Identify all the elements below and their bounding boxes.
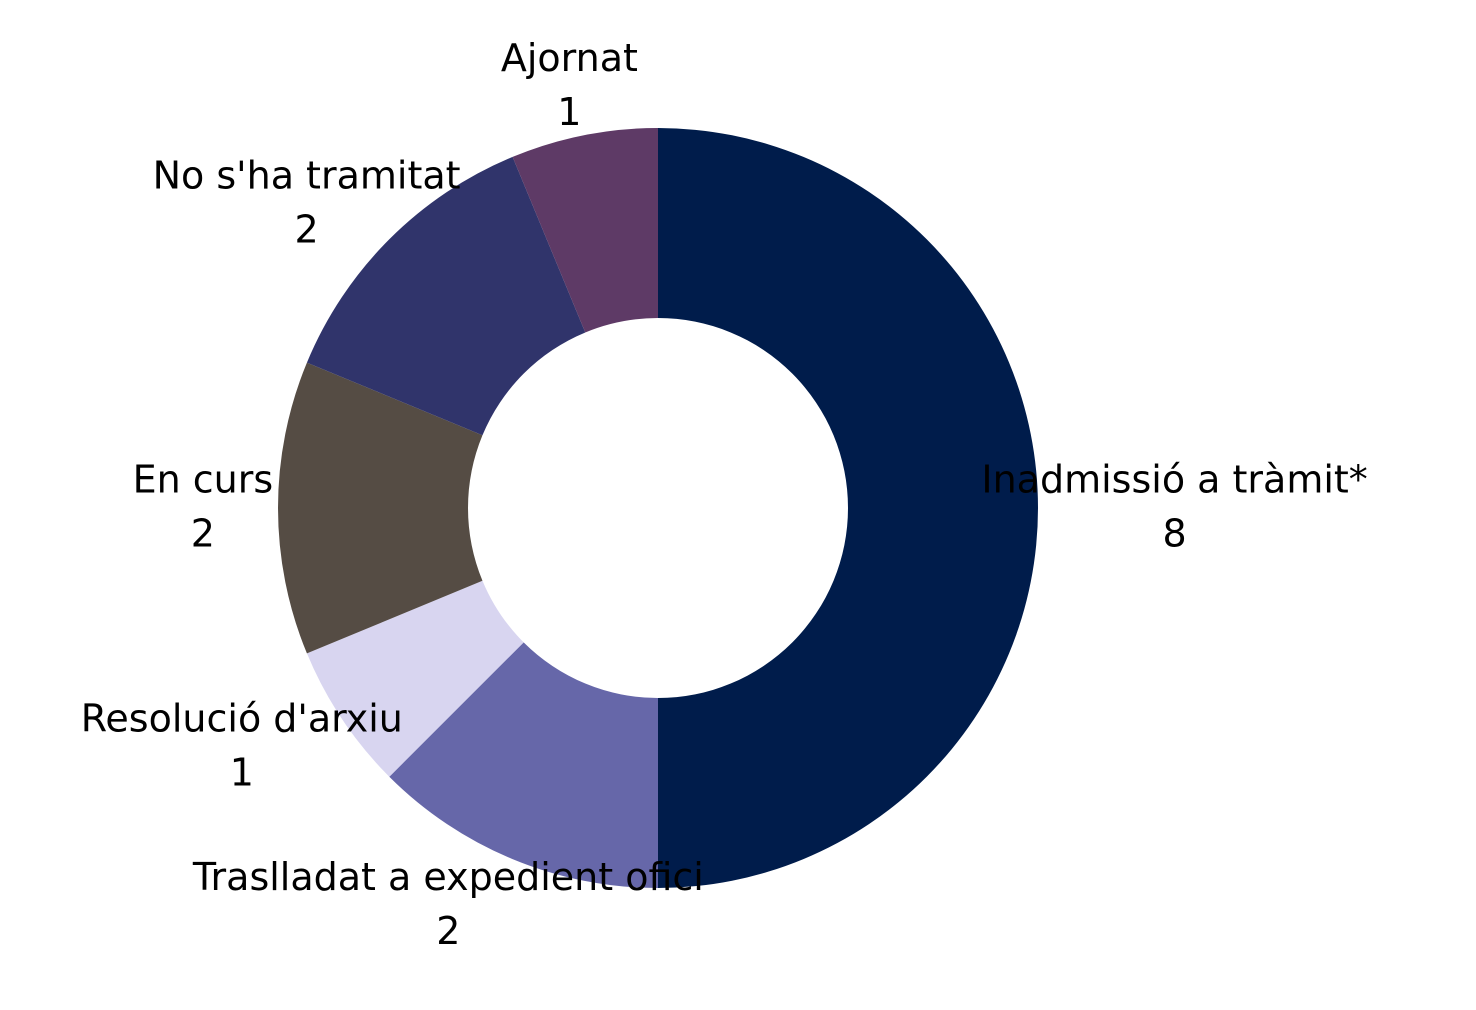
slice-value: 8 <box>1163 512 1187 556</box>
donut-slice <box>306 156 586 436</box>
donut-slice <box>389 642 658 888</box>
slice-value: 2 <box>294 207 318 251</box>
slice-value: 2 <box>191 512 215 556</box>
slice-label: Ajornat <box>501 36 638 80</box>
slice-label: En curs <box>133 458 274 502</box>
slice-label: Resolució d'arxiu <box>81 696 403 740</box>
donut-slice <box>512 128 658 333</box>
slice-label: Traslladat a expedient ofici <box>192 855 704 899</box>
slice-value: 2 <box>436 909 460 953</box>
slice-label: No s'ha tramitat <box>153 153 461 197</box>
donut-slice <box>278 362 483 654</box>
donut-slice <box>658 128 1038 888</box>
donut-slice <box>306 580 524 777</box>
slice-value: 1 <box>557 90 581 134</box>
slice-value: 1 <box>230 750 254 794</box>
slice-label: Inadmissió a tràmit* <box>981 458 1367 502</box>
